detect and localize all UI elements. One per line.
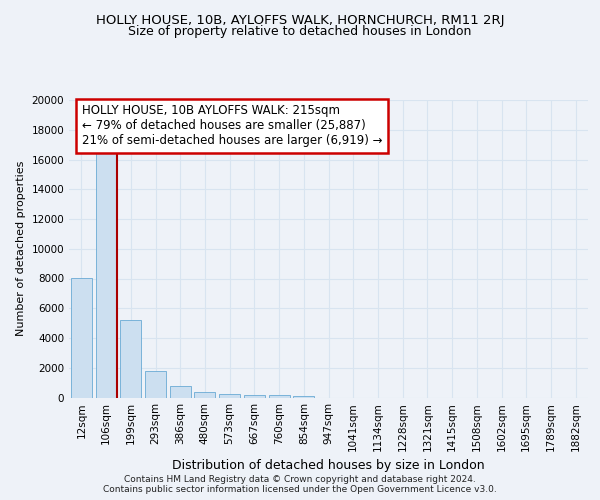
Text: Contains HM Land Registry data © Crown copyright and database right 2024.
Contai: Contains HM Land Registry data © Crown c… bbox=[103, 474, 497, 494]
Bar bbox=[170, 386, 191, 398]
X-axis label: Distribution of detached houses by size in London: Distribution of detached houses by size … bbox=[172, 460, 485, 472]
Bar bbox=[145, 372, 166, 398]
Bar bbox=[120, 320, 141, 398]
Bar bbox=[269, 396, 290, 398]
Text: HOLLY HOUSE, 10B AYLOFFS WALK: 215sqm
← 79% of detached houses are smaller (25,8: HOLLY HOUSE, 10B AYLOFFS WALK: 215sqm ← … bbox=[82, 104, 382, 148]
Text: HOLLY HOUSE, 10B, AYLOFFS WALK, HORNCHURCH, RM11 2RJ: HOLLY HOUSE, 10B, AYLOFFS WALK, HORNCHUR… bbox=[96, 14, 504, 27]
Bar bbox=[244, 394, 265, 398]
Text: Size of property relative to detached houses in London: Size of property relative to detached ho… bbox=[128, 25, 472, 38]
Bar bbox=[95, 152, 116, 398]
Bar bbox=[194, 392, 215, 398]
Bar bbox=[293, 396, 314, 398]
Bar bbox=[71, 278, 92, 398]
Y-axis label: Number of detached properties: Number of detached properties bbox=[16, 161, 26, 336]
Bar bbox=[219, 394, 240, 398]
